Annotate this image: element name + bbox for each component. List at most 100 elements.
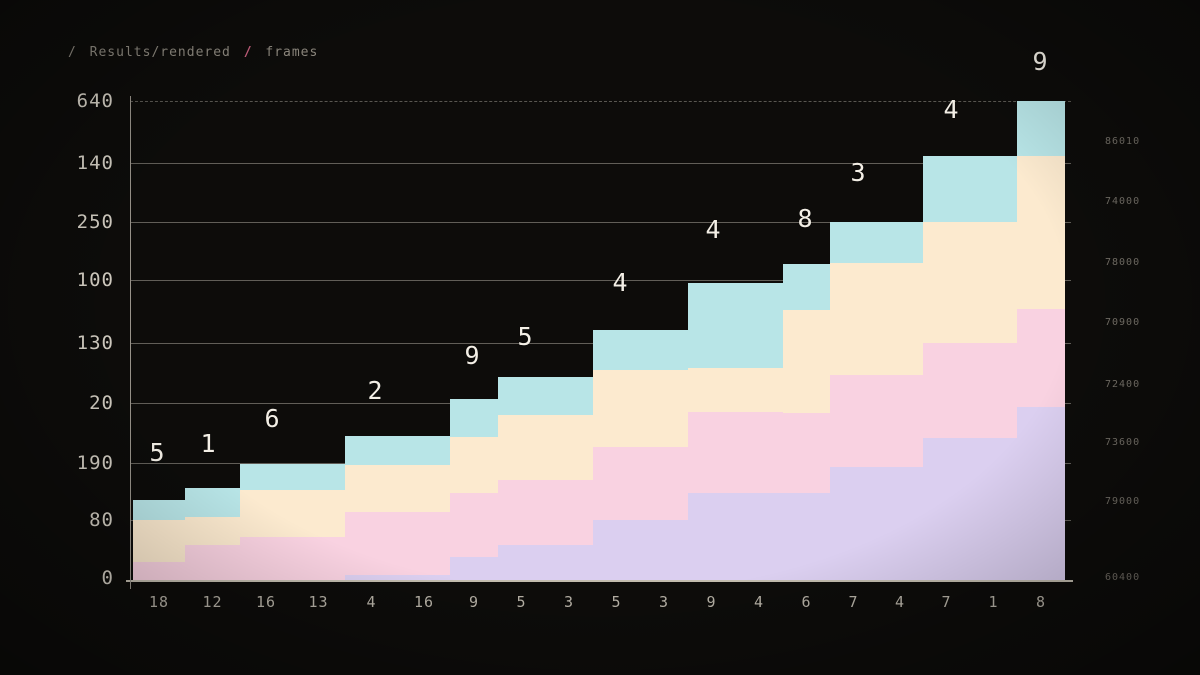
bar-value-label: 3 [850, 158, 866, 187]
x-axis-label: 3 [563, 593, 575, 611]
bar-segment-pink-lower [640, 447, 688, 520]
bar [398, 436, 450, 580]
x-axis-label: 4 [366, 593, 377, 611]
bar-segment-lavender-bottom [545, 545, 593, 580]
y-axis-line [130, 96, 131, 581]
right-axis-label: 70900 [1105, 317, 1141, 328]
bar-segment-lavender-bottom [398, 575, 450, 580]
bar-value-label: 6 [264, 404, 280, 433]
y-axis-label: 80 [89, 509, 114, 531]
bar [970, 156, 1017, 580]
bar-segment-cream-upper [545, 415, 593, 480]
bar-segment-cyan-top [398, 436, 450, 465]
x-axis-label: 4 [753, 593, 765, 611]
bar-segment-cyan-top [640, 330, 688, 370]
gridline [130, 101, 1071, 102]
bar [498, 377, 545, 580]
bar-segment-pink-lower [133, 562, 185, 580]
bar-segment-cream-upper [923, 222, 970, 343]
bar-segment-cream-upper [450, 437, 498, 493]
bar-segment-pink-lower [877, 375, 923, 467]
bar-segment-lavender-bottom [498, 545, 545, 580]
bar [830, 222, 877, 580]
x-axis-label: 7 [941, 593, 952, 611]
y-axis-label: 190 [76, 452, 114, 474]
bar-segment-pink-lower [735, 412, 783, 493]
bar-segment-cyan-top [498, 377, 545, 415]
breadcrumb-item-results-rendered[interactable]: Results/rendered [89, 45, 231, 60]
right-axis-label: 78000 [1105, 257, 1141, 268]
breadcrumb: / Results/rendered / frames [64, 45, 318, 60]
bar-segment-lavender-bottom [923, 438, 970, 580]
bar-segment-cyan-top [688, 283, 735, 368]
bar-segment-pink-lower [688, 412, 735, 493]
x-axis-label: 9 [468, 593, 480, 611]
bar-segment-cyan-top [830, 222, 877, 263]
x-axis-label: 6 [801, 593, 812, 611]
bar-segment-pink-lower [398, 512, 450, 575]
bar-segment-lavender-bottom [783, 493, 830, 580]
bar-segment-pink-lower [450, 493, 498, 557]
bar-segment-lavender-bottom [688, 493, 735, 580]
bar-segment-cyan-top [593, 330, 640, 370]
bar-segment-cream-upper [593, 370, 640, 447]
bar [640, 330, 688, 580]
bar-segment-cream-upper [185, 517, 240, 545]
bar-value-label: 8 [797, 204, 813, 233]
bar-segment-cream-upper [398, 465, 450, 512]
x-axis-label: 13 [308, 593, 329, 611]
bar [450, 399, 498, 580]
x-axis-label: 16 [413, 593, 435, 611]
gridline [130, 280, 1071, 281]
bar-segment-pink-lower [1017, 309, 1065, 407]
x-axis-label: 8 [1035, 593, 1047, 611]
bar-segment-lavender-bottom [735, 493, 783, 580]
bar-segment-cyan-top [292, 464, 345, 490]
bar-segment-cyan-top [923, 156, 970, 222]
bar [545, 377, 593, 580]
x-axis-label: 5 [611, 593, 622, 611]
bar-value-label: 5 [149, 438, 165, 467]
x-axis-label: 9 [706, 593, 717, 611]
bar [688, 283, 735, 580]
bar [593, 330, 640, 580]
bar-segment-cyan-top [185, 488, 240, 517]
bar-segment-cyan-top [783, 264, 830, 310]
bar-segment-pink-lower [593, 447, 640, 520]
bar-segment-cream-upper [133, 520, 185, 562]
right-axis-label: 79000 [1105, 496, 1141, 507]
bar [292, 464, 345, 580]
bar-value-label: 4 [705, 215, 721, 244]
bar-segment-lavender-bottom [593, 520, 640, 580]
bar-value-label: 4 [943, 95, 959, 124]
right-axis-label: 60400 [1105, 572, 1141, 583]
bar [923, 156, 970, 580]
bar [345, 436, 398, 580]
bar-segment-pink-lower [545, 480, 593, 545]
y-axis-label: 140 [76, 152, 114, 174]
bar [877, 222, 923, 580]
axis-corner-tick [130, 580, 131, 589]
breadcrumb-slash-accent-icon: / [243, 45, 253, 60]
x-axis-label: 7 [848, 593, 859, 611]
bar-segment-pink-lower [783, 413, 830, 493]
bar-segment-lavender-bottom [970, 438, 1017, 580]
bar-segment-pink-lower [292, 537, 345, 580]
bar-value-label: 2 [367, 376, 383, 405]
y-axis-label: 250 [76, 211, 114, 233]
right-axis-label: 72400 [1105, 379, 1141, 390]
bar-segment-cyan-top [240, 464, 292, 490]
breadcrumb-item-frames[interactable]: frames [265, 45, 319, 60]
bar [185, 488, 240, 580]
bar-segment-lavender-bottom [345, 575, 398, 580]
bar-segment-cream-upper [292, 490, 345, 537]
bar-segment-lavender-bottom [640, 520, 688, 580]
bar-segment-cream-upper [498, 415, 545, 480]
bar-segment-cream-upper [970, 222, 1017, 343]
bar [1017, 101, 1065, 580]
bar-value-label: 9 [464, 341, 480, 370]
right-axis-label: 73600 [1105, 437, 1141, 448]
bar-segment-pink-lower [923, 343, 970, 438]
